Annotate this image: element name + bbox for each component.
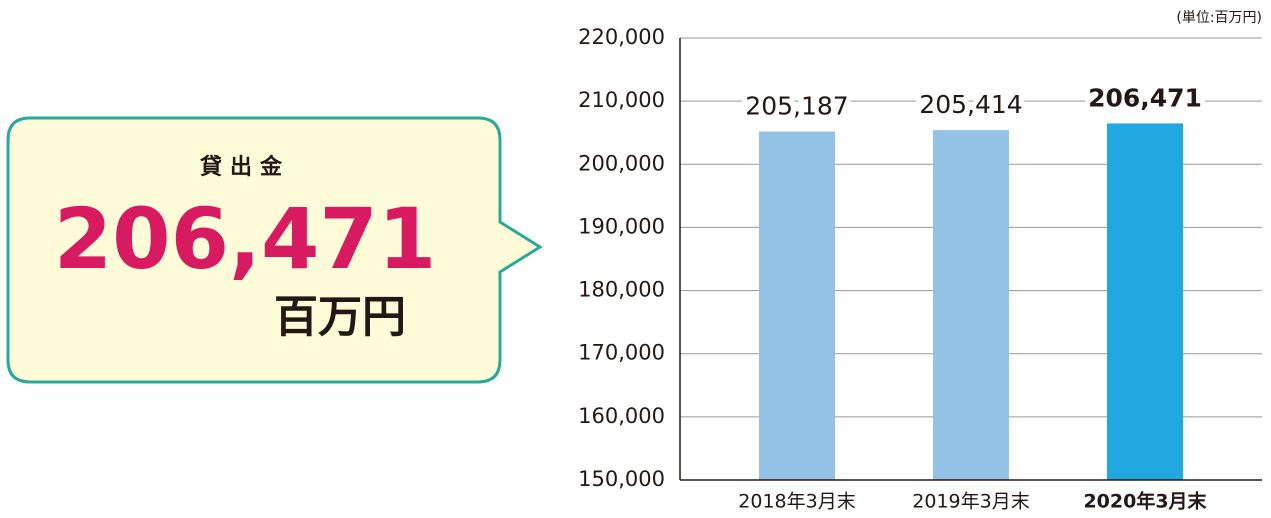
unit-note: (単位:百万円) [1176,10,1262,26]
bar [933,130,1009,481]
callout-value: 206,471 [54,190,437,288]
value-label: 205,187 [745,92,848,121]
value-label: 206,471 [1088,83,1202,112]
bar [759,131,835,480]
y-tick-label: 190,000 [578,214,665,238]
y-tick-label: 170,000 [578,341,665,365]
x-tick-label: 2018年3月末 [738,491,855,513]
y-tick-label: 180,000 [578,278,665,302]
value-label: 205,414 [919,90,1022,119]
x-tick-label: 2019年3月末 [912,491,1029,513]
callout-box [6,116,543,384]
y-tick-label: 200,000 [578,151,665,175]
y-tick-label: 210,000 [578,88,665,112]
y-tick-label: 160,000 [578,404,665,428]
x-tick-label: 2020年3月末 [1083,490,1207,513]
y-tick-label: 150,000 [578,467,665,491]
y-tick-label: 220,000 [578,25,665,49]
callout-unit: 百万円 [274,292,406,343]
bar [1107,123,1183,481]
callout-label: 貸出金 [199,154,290,180]
